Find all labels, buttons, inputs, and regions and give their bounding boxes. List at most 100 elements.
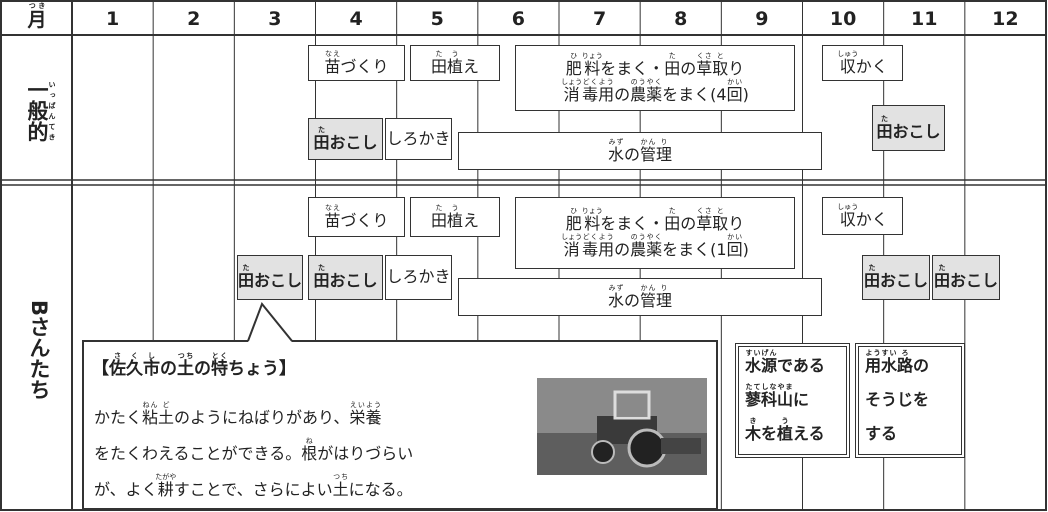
word: 水 bbox=[607, 290, 624, 310]
ruby-word: 般ぱん bbox=[22, 100, 56, 121]
word: になる。 bbox=[348, 480, 413, 499]
task-box: 苗なえづくり bbox=[308, 197, 405, 237]
ruby-word: 理り bbox=[656, 138, 672, 164]
word: 田 bbox=[863, 271, 880, 291]
furigana: なえ bbox=[324, 203, 341, 212]
tractor-wheel bbox=[591, 440, 615, 464]
furigana: ひ bbox=[565, 206, 582, 215]
furigana: しゅう bbox=[837, 49, 859, 58]
note-text: かたく粘ねん土どのようにねばりがあり、栄えい養よう をたくわえることができる。根ね… bbox=[94, 400, 413, 508]
box-line: 肥ひ料りょうをまく・田たの草くさ取とり bbox=[566, 207, 745, 233]
box-line: しろかき bbox=[386, 268, 450, 286]
box-line: 田たおこし bbox=[934, 264, 998, 290]
word: 水 bbox=[607, 144, 624, 164]
ruby-word: 水みず bbox=[607, 138, 624, 164]
furigana: やま bbox=[777, 383, 794, 391]
month-label: 6 bbox=[511, 8, 526, 30]
task-box: 肥ひ料りょうをまく・田たの草くさ取とり 消しょう毒どく用ようの農のう薬やくをまく(… bbox=[515, 197, 795, 269]
ruby-word: 木き bbox=[745, 417, 761, 443]
furigana: つち bbox=[177, 352, 194, 360]
ruby-word: 管かん bbox=[640, 138, 657, 164]
furigana: た bbox=[664, 206, 681, 215]
word: 科 bbox=[761, 390, 778, 409]
word: の bbox=[623, 290, 640, 310]
ruby-word: 回かい bbox=[727, 233, 743, 259]
ruby-word: 水すい bbox=[745, 349, 761, 375]
word: をまく(4 bbox=[662, 85, 727, 104]
month-label: 7 bbox=[592, 8, 607, 30]
furigana: つき bbox=[27, 2, 47, 10]
box-line: 消しょう毒どく用ようの農のう薬やくをまく(4回かい) bbox=[561, 78, 749, 104]
ruby-word: 根ね bbox=[301, 437, 317, 463]
task-box: 田たおこし bbox=[237, 255, 303, 300]
furigana: た bbox=[237, 264, 254, 273]
header-label: 月つき bbox=[4, 2, 70, 32]
word: 管 bbox=[640, 144, 657, 164]
furigana: と bbox=[712, 206, 729, 215]
ruby-word: 毒どく bbox=[582, 78, 598, 104]
furigana: た bbox=[430, 49, 447, 58]
ruby-word: 田た bbox=[431, 204, 447, 230]
ruby-word: 薬やく bbox=[646, 78, 662, 104]
furigana: た bbox=[933, 264, 950, 273]
word: 養 bbox=[365, 408, 382, 427]
furigana: ね bbox=[301, 437, 318, 445]
furigana: すい bbox=[745, 349, 762, 357]
ruby-word: 土つち bbox=[333, 473, 349, 499]
word: 山 bbox=[777, 390, 794, 409]
ruby-word: 収しゅう bbox=[837, 50, 858, 76]
furigana: た bbox=[430, 203, 447, 212]
furigana: のう bbox=[630, 233, 647, 241]
month-label: 12 bbox=[992, 8, 1019, 30]
task-box: 収しゅうかく bbox=[822, 197, 903, 235]
furigana: たがや bbox=[155, 473, 177, 481]
word: 路 bbox=[897, 356, 914, 375]
furigana: かい bbox=[726, 78, 743, 86]
word: 毒 bbox=[582, 240, 599, 259]
word: おこし bbox=[892, 121, 941, 141]
task-box: 水みずの管かん理り bbox=[458, 278, 822, 316]
task-box: しろかき bbox=[385, 255, 452, 300]
word: 【 bbox=[92, 359, 109, 379]
word: の bbox=[160, 359, 177, 379]
word: をまく・ bbox=[600, 213, 665, 233]
ruby-word: 一いっ bbox=[22, 79, 56, 100]
row-label: B さんたち bbox=[14, 200, 64, 500]
row-label: 一いっ般ぱん的てき bbox=[14, 40, 64, 180]
word: 理 bbox=[656, 290, 673, 310]
word: 取 bbox=[712, 213, 729, 233]
furigana: さ bbox=[109, 352, 126, 360]
box-line: 田た植うえ bbox=[431, 50, 479, 76]
word: 田 bbox=[933, 271, 950, 291]
word: すことで、さらによい bbox=[173, 480, 333, 499]
furigana: みず bbox=[607, 137, 624, 146]
box-line: 消しょう毒どく用ようの農のう薬やくをまく(1回かい) bbox=[561, 233, 749, 259]
ruby-word: 植う bbox=[447, 50, 463, 76]
word: の bbox=[614, 85, 631, 104]
ruby-word: 田た bbox=[313, 126, 330, 152]
furigana: たて bbox=[745, 383, 762, 391]
box-line: 肥ひ料りょうをまく・田たの草くさ取とり bbox=[566, 52, 745, 78]
word: 用 bbox=[865, 356, 882, 375]
word: 田 bbox=[876, 121, 893, 141]
ruby-word: 土ど bbox=[158, 401, 174, 427]
furigana: た bbox=[863, 264, 880, 273]
word: 栄 bbox=[349, 408, 366, 427]
ruby-word: 月つき bbox=[27, 2, 46, 31]
word: ) bbox=[742, 240, 749, 259]
ruby-word: 久く bbox=[126, 352, 143, 379]
word: が、よく bbox=[94, 480, 158, 499]
ruby-word: 消しょう bbox=[561, 78, 582, 104]
word: 苗 bbox=[324, 56, 341, 76]
furigana: りょう bbox=[581, 206, 603, 215]
ruby-word: 回かい bbox=[727, 78, 743, 104]
box-line: 田たおこし bbox=[876, 115, 940, 141]
month-label: 10 bbox=[829, 8, 857, 30]
word: 一 bbox=[25, 78, 49, 100]
word: しろかき bbox=[386, 128, 451, 148]
furigana: ど bbox=[158, 401, 175, 409]
word: ) bbox=[742, 85, 749, 104]
box-line: 収しゅうかく bbox=[837, 203, 888, 229]
word: 田 bbox=[313, 132, 330, 152]
